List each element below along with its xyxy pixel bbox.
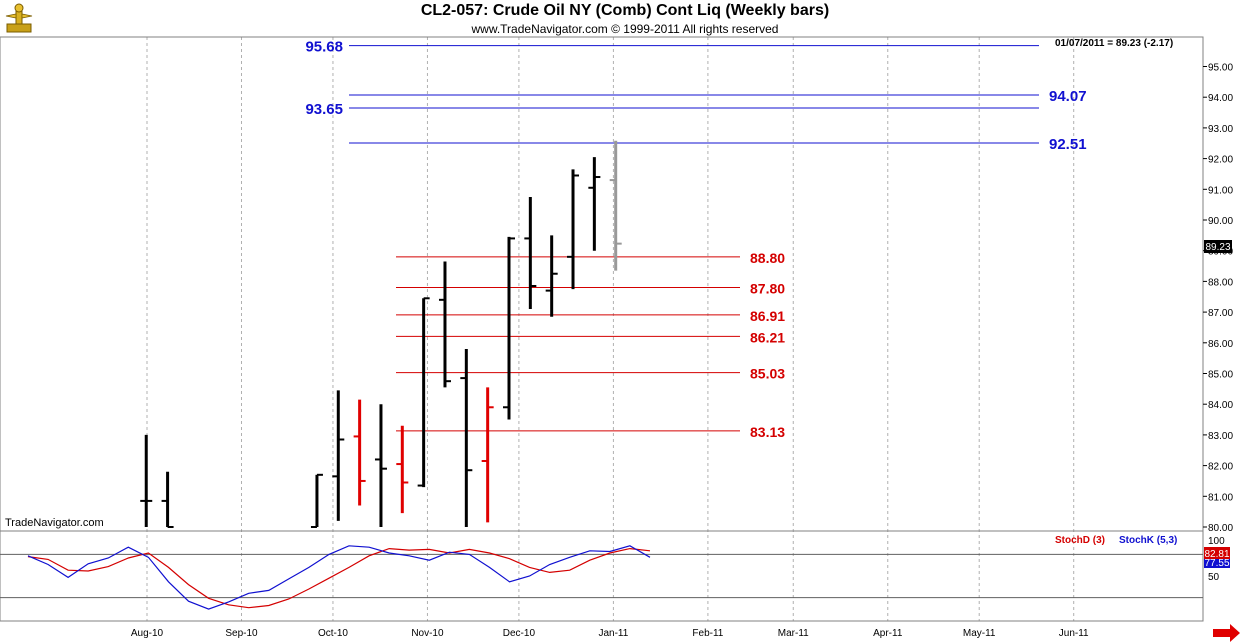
scroll-right-arrow-icon[interactable] (1213, 624, 1240, 642)
price-tick-label: 93.00 (1208, 124, 1233, 135)
level-lines: 95.68 94.07 93.65 92.51 88.80 87.80 86.91 86.21… (305, 39, 1086, 440)
level-label: 95.68 (305, 39, 343, 56)
ohlc-bar (310, 473, 323, 528)
ohlc-bar (353, 399, 366, 506)
price-panel-frame (0, 36, 1204, 532)
price-tick-label: 90.00 (1208, 216, 1233, 227)
stoch-d-value: 82.81 (1204, 549, 1229, 560)
ohlc-bar (438, 261, 451, 388)
price-tick-label: 95.00 (1208, 63, 1233, 74)
date-tick-label: Oct-10 (318, 628, 348, 639)
ohlc-bar (332, 390, 345, 521)
date-tick-label: Aug-10 (131, 628, 164, 639)
date-tick-label: Feb-11 (692, 628, 723, 639)
ohlc-bar (161, 471, 174, 528)
price-tick-label: 81.00 (1208, 492, 1233, 503)
level-label: 92.51 (1049, 136, 1087, 153)
level-label: 83.13 (750, 424, 785, 440)
ohlc-bar (140, 434, 153, 527)
price-tick-label: 87.00 (1208, 308, 1233, 319)
price-tick-label: 94.00 (1208, 93, 1233, 104)
price-tick-label: 91.00 (1208, 185, 1233, 196)
stoch-tick-label: 50 (1208, 572, 1220, 583)
price-tick-label: 82.00 (1208, 462, 1233, 473)
title-bar: CL2-057: Crude Oil NY (Comb) Cont Liq (W… (0, 0, 1250, 38)
price-tick-label: 88.00 (1208, 277, 1233, 288)
stoch-d-line (27, 547, 651, 609)
ohlc-bar (524, 196, 537, 310)
level-label: 86.21 (750, 329, 785, 345)
ohlc-bar (609, 140, 622, 271)
price-tick-label: 86.00 (1208, 339, 1233, 350)
ohlc-bars (140, 140, 622, 528)
level-label: 87.80 (750, 281, 785, 297)
date-tick-label: Jun-11 (1059, 628, 1089, 639)
ohlc-bar (396, 425, 409, 514)
ohlc-bar (460, 348, 473, 527)
date-tick-label: Sep-10 (225, 628, 258, 639)
ohlc-bar (588, 157, 601, 251)
stoch-k-legend: StochK (5,3) (1119, 535, 1177, 546)
date-tick-label: Jan-11 (598, 628, 628, 639)
ohlc-bar (374, 404, 387, 527)
level-label: 94.07 (1049, 88, 1087, 105)
stochastic-legend: StochD (3) StochK (5,3) (1055, 535, 1177, 546)
date-tick-label: Apr-11 (873, 628, 903, 639)
stochastic-value-badges: 77.55 82.81 (1204, 547, 1230, 569)
price-tick-label: 92.00 (1208, 155, 1233, 166)
price-tick-label: 84.00 (1208, 400, 1233, 411)
watermark: TradeNavigator.com (5, 517, 104, 529)
date-tick-label: Mar-11 (778, 628, 809, 639)
price-tick-label: 85.00 (1208, 370, 1233, 381)
price-tick-label: 83.00 (1208, 431, 1233, 442)
last-price-badge: 89.23 (1204, 240, 1232, 253)
vertical-gridlines (146, 37, 1075, 621)
level-label: 88.80 (750, 250, 785, 266)
chart-title: CL2-057: Crude Oil NY (Comb) Cont Liq (W… (420, 2, 830, 19)
price-tick-label: 80.00 (1208, 523, 1233, 534)
ohlc-bar (481, 387, 494, 523)
ohlc-bar (545, 235, 558, 317)
last-price-label: 89.23 (1205, 242, 1230, 253)
trade-navigator-logo-icon (5, 3, 33, 33)
level-label: 93.65 (305, 101, 343, 118)
price-readout: 01/07/2011 = 89.23 (-2.17) (1055, 38, 1173, 49)
stoch-tick-label: 100 (1208, 536, 1225, 547)
date-tick-label: Dec-10 (503, 628, 536, 639)
stoch-d-legend: StochD (3) (1055, 535, 1105, 546)
date-tick-label: May-11 (963, 628, 996, 639)
date-tick-label: Nov-10 (411, 628, 444, 639)
stochastic-panel-frame (0, 530, 1204, 622)
stoch-k-value: 77.55 (1204, 558, 1229, 569)
level-label: 85.03 (750, 366, 785, 382)
stochastic-panel: 50 100 (0, 536, 1225, 610)
price-axis: 80.00 81.00 82.00 83.00 84.00 85.00 86.00 87.00… (1203, 63, 1233, 534)
stoch-k-line (27, 545, 651, 610)
level-label: 86.91 (750, 308, 785, 324)
date-axis: Aug-10 Sep-10 Oct-10 Nov-10 Dec-10 Jan-11 Feb-… (131, 628, 1089, 639)
chart-subtitle: www.TradeNavigator.com © 1999-2011 All r… (471, 22, 779, 36)
ohlc-bar (567, 169, 580, 290)
ohlc-bar (417, 297, 430, 488)
ohlc-bar (503, 236, 515, 420)
